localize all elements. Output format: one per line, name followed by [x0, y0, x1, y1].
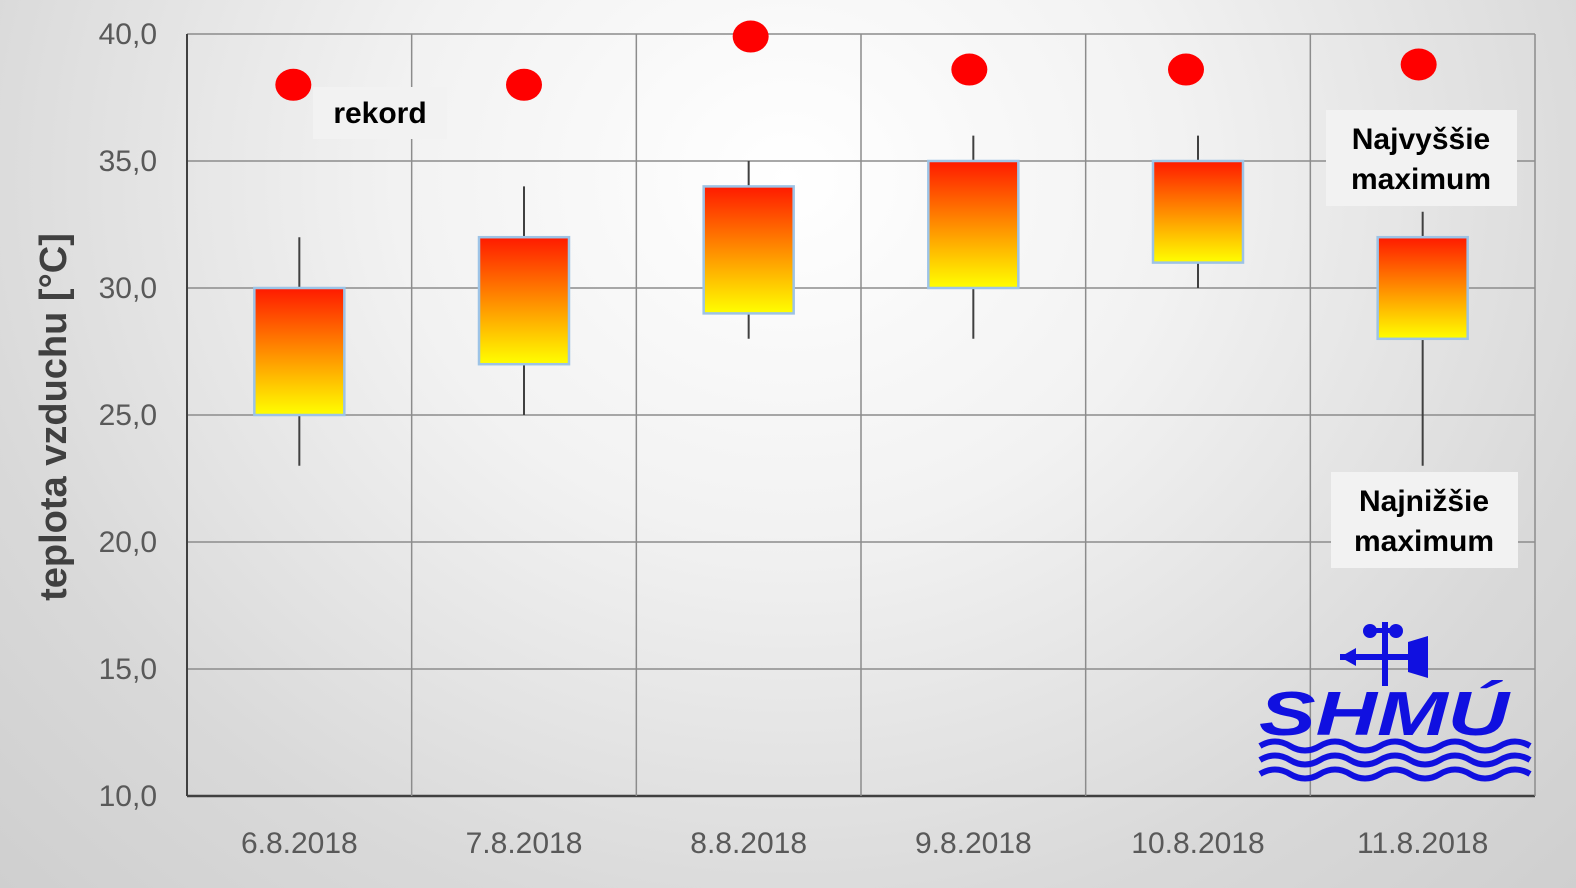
boxes — [253, 135, 1469, 466]
y-tick-label: 25,0 — [99, 399, 157, 432]
annotation-najnizsie-line1: Najnižšie — [1359, 485, 1489, 518]
annotation-najnizsie-line2: maximum — [1354, 525, 1494, 558]
annotation-najvyssie-box — [1326, 110, 1517, 206]
y-axis-ticks: 10,0 15,0 20,0 25,0 30,0 35,0 40,0 — [99, 18, 157, 813]
record-marker — [275, 68, 312, 101]
record-marker — [506, 68, 542, 101]
annotation-rekord-text: rekord — [333, 97, 426, 130]
box — [253, 286, 346, 417]
y-tick-label: 30,0 — [99, 272, 157, 305]
record-marker — [951, 53, 988, 86]
box — [1151, 159, 1245, 264]
y-tick-label: 10,0 — [99, 780, 157, 813]
x-tick-label: 9.8.2018 — [915, 827, 1032, 860]
y-tick-label: 15,0 — [99, 653, 157, 686]
annotation-rekord-box — [313, 87, 447, 139]
grid — [186, 33, 1536, 798]
x-tick-label: 6.8.2018 — [241, 827, 358, 860]
box — [702, 185, 795, 315]
x-tick-label: 10.8.2018 — [1131, 827, 1264, 860]
shmu-logo: SHMÚ — [1258, 622, 1532, 782]
annotation-najnizsie-box — [1331, 472, 1518, 568]
x-tick-label: 8.8.2018 — [690, 827, 807, 860]
y-tick-label: 35,0 — [99, 145, 157, 178]
annotation-najvyssie-line2: maximum — [1351, 163, 1491, 196]
box — [1376, 235, 1469, 341]
record-markers — [275, 20, 1437, 101]
waves-icon — [1258, 738, 1532, 782]
x-tick-label: 7.8.2018 — [466, 827, 583, 860]
x-axis-ticks: 6.8.2018 7.8.2018 8.8.2018 9.8.2018 10.8.201… — [241, 827, 1488, 860]
weather-vane-icon — [1340, 622, 1428, 686]
annotation-najvyssie-line1: Najvyššie — [1352, 123, 1490, 156]
annotation-najnizsie: Najnižšie maximum — [1331, 472, 1518, 568]
box — [927, 159, 1020, 290]
y-tick-label: 20,0 — [99, 526, 157, 559]
x-tick-label: 11.8.2018 — [1357, 827, 1488, 860]
y-tick-label: 40,0 — [99, 18, 157, 51]
record-marker — [732, 20, 769, 53]
annotation-najvyssie: Najvyššie maximum — [1326, 110, 1517, 206]
record-marker — [1400, 48, 1437, 81]
box — [477, 235, 571, 366]
annotation-rekord: rekord — [313, 87, 447, 139]
record-marker — [1168, 53, 1204, 86]
y-axis-title: teplota vzduchu [°C] — [33, 233, 75, 601]
logo-wordmark: SHMÚ — [1259, 680, 1512, 749]
